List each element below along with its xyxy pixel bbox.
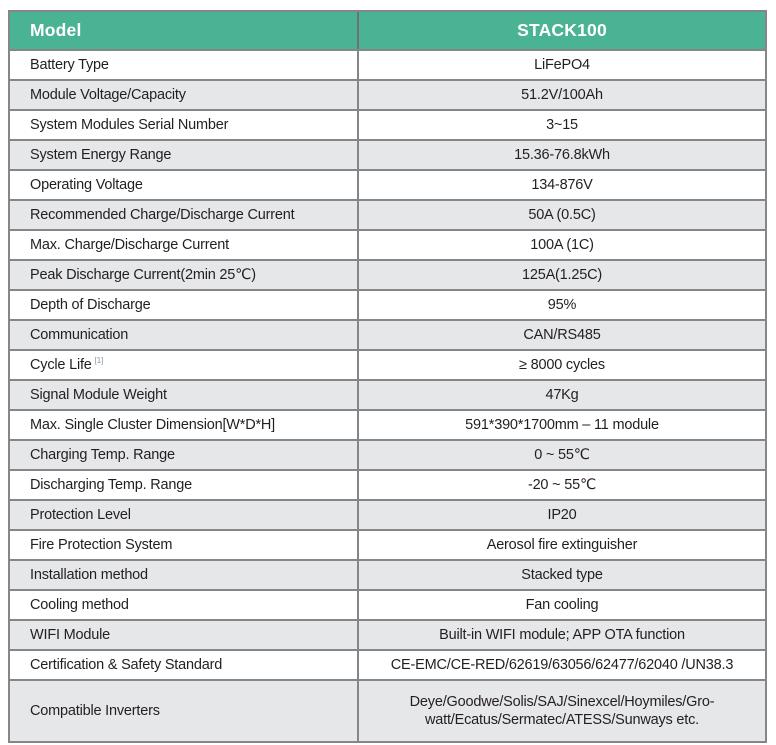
spec-value: Stacked type: [521, 566, 603, 583]
spec-value: CAN/RS485: [523, 326, 601, 343]
footnote-marker: [1]: [94, 356, 104, 365]
spec-value: 15.36-76.8kWh: [514, 146, 610, 163]
table-row: Certification & Safety Standard CE-EMC/C…: [10, 649, 765, 679]
table-row: Communication CAN/RS485: [10, 319, 765, 349]
spec-value: 100A (1C): [530, 236, 594, 253]
spec-value: Aerosol fire extinguisher: [486, 536, 638, 553]
table-row: Installation method Stacked type: [10, 559, 765, 589]
spec-value: 47Kg: [545, 386, 579, 403]
table-row: Battery Type LiFePO4: [10, 49, 765, 79]
spec-value: 51.2V/100Ah: [521, 86, 603, 103]
spec-label: Protection Level: [10, 501, 359, 529]
spec-label: Charging Temp. Range: [10, 441, 359, 469]
spec-table: Model STACK100 Battery Type LiFePO4 Modu…: [8, 10, 767, 743]
spec-label: System Modules Serial Number: [10, 111, 359, 139]
table-row: Cooling method Fan cooling: [10, 589, 765, 619]
spec-value: 134-876V: [531, 176, 593, 193]
table-row: Depth of Discharge 95%: [10, 289, 765, 319]
spec-value: IP20: [547, 506, 577, 523]
table-row: Fire Protection System Aerosol fire exti…: [10, 529, 765, 559]
spec-value: 591*390*1700mm – 11 module: [465, 416, 659, 433]
table-row: Module Voltage/Capacity 51.2V/100Ah: [10, 79, 765, 109]
spec-value: ≥ 8000 cycles: [519, 356, 605, 373]
spec-label: Peak Discharge Current(2min 25℃): [10, 261, 359, 289]
spec-label: Max. Single Cluster Dimension[W*D*H]: [10, 411, 359, 439]
table-row: Discharging Temp. Range -20 ~ 55℃: [10, 469, 765, 499]
spec-label: Recommended Charge/Discharge Current: [10, 201, 359, 229]
spec-label: Battery Type: [10, 51, 359, 79]
spec-label: Depth of Discharge: [10, 291, 359, 319]
spec-value: CE-EMC/CE-RED/62619/63056/62477/62040 /U…: [390, 656, 734, 673]
spec-label: Signal Module Weight: [10, 381, 359, 409]
table-row: Max. Charge/Discharge Current 100A (1C): [10, 229, 765, 259]
table-row: Cycle Life [1] ≥ 8000 cycles: [10, 349, 765, 379]
table-row: System Energy Range 15.36-76.8kWh: [10, 139, 765, 169]
spec-value: Deye/Goodwe/Solis/SAJ/Sinexcel/Hoymiles/…: [409, 693, 715, 728]
table-row: Protection Level IP20: [10, 499, 765, 529]
table-row: System Modules Serial Number 3~15: [10, 109, 765, 139]
table-row: Signal Module Weight 47Kg: [10, 379, 765, 409]
spec-label: Communication: [10, 321, 359, 349]
spec-value: 125A(1.25C): [521, 266, 602, 283]
spec-label: Max. Charge/Discharge Current: [10, 231, 359, 259]
spec-label: Cooling method: [10, 591, 359, 619]
table-body: Battery Type LiFePO4 Module Voltage/Capa…: [10, 49, 765, 741]
spec-value: -20 ~ 55℃: [527, 476, 597, 493]
table-row: Operating Voltage 134-876V: [10, 169, 765, 199]
table-row: Peak Discharge Current(2min 25℃) 125A(1.…: [10, 259, 765, 289]
spec-value: 0 ~ 55℃: [534, 446, 590, 463]
spec-value: Fan cooling: [525, 596, 599, 613]
spec-label: Installation method: [10, 561, 359, 589]
header-model-label: Model: [10, 12, 359, 49]
spec-label: Compatible Inverters: [10, 681, 359, 741]
spec-label: Module Voltage/Capacity: [10, 81, 359, 109]
table-row: Max. Single Cluster Dimension[W*D*H] 591…: [10, 409, 765, 439]
table-row: Charging Temp. Range 0 ~ 55℃: [10, 439, 765, 469]
spec-label: System Energy Range: [10, 141, 359, 169]
spec-label: Fire Protection System: [10, 531, 359, 559]
spec-value: 95%: [547, 296, 577, 313]
spec-label: Cycle Life [1]: [10, 351, 359, 379]
spec-value: LiFePO4: [534, 56, 590, 73]
header-model-value: STACK100: [517, 19, 607, 40]
spec-value: 3~15: [546, 116, 578, 133]
spec-label: Certification & Safety Standard: [10, 651, 359, 679]
table-row: WIFI Module Built-in WIFI module; APP OT…: [10, 619, 765, 649]
spec-label: WIFI Module: [10, 621, 359, 649]
table-row: Compatible Inverters Deye/Goodwe/Solis/S…: [10, 679, 765, 741]
spec-value: 50A (0.5C): [528, 206, 596, 223]
spec-label: Discharging Temp. Range: [10, 471, 359, 499]
spec-value: Built-in WIFI module; APP OTA function: [439, 626, 685, 643]
spec-label: Operating Voltage: [10, 171, 359, 199]
table-row: Recommended Charge/Discharge Current 50A…: [10, 199, 765, 229]
table-header-row: Model STACK100: [10, 12, 765, 49]
